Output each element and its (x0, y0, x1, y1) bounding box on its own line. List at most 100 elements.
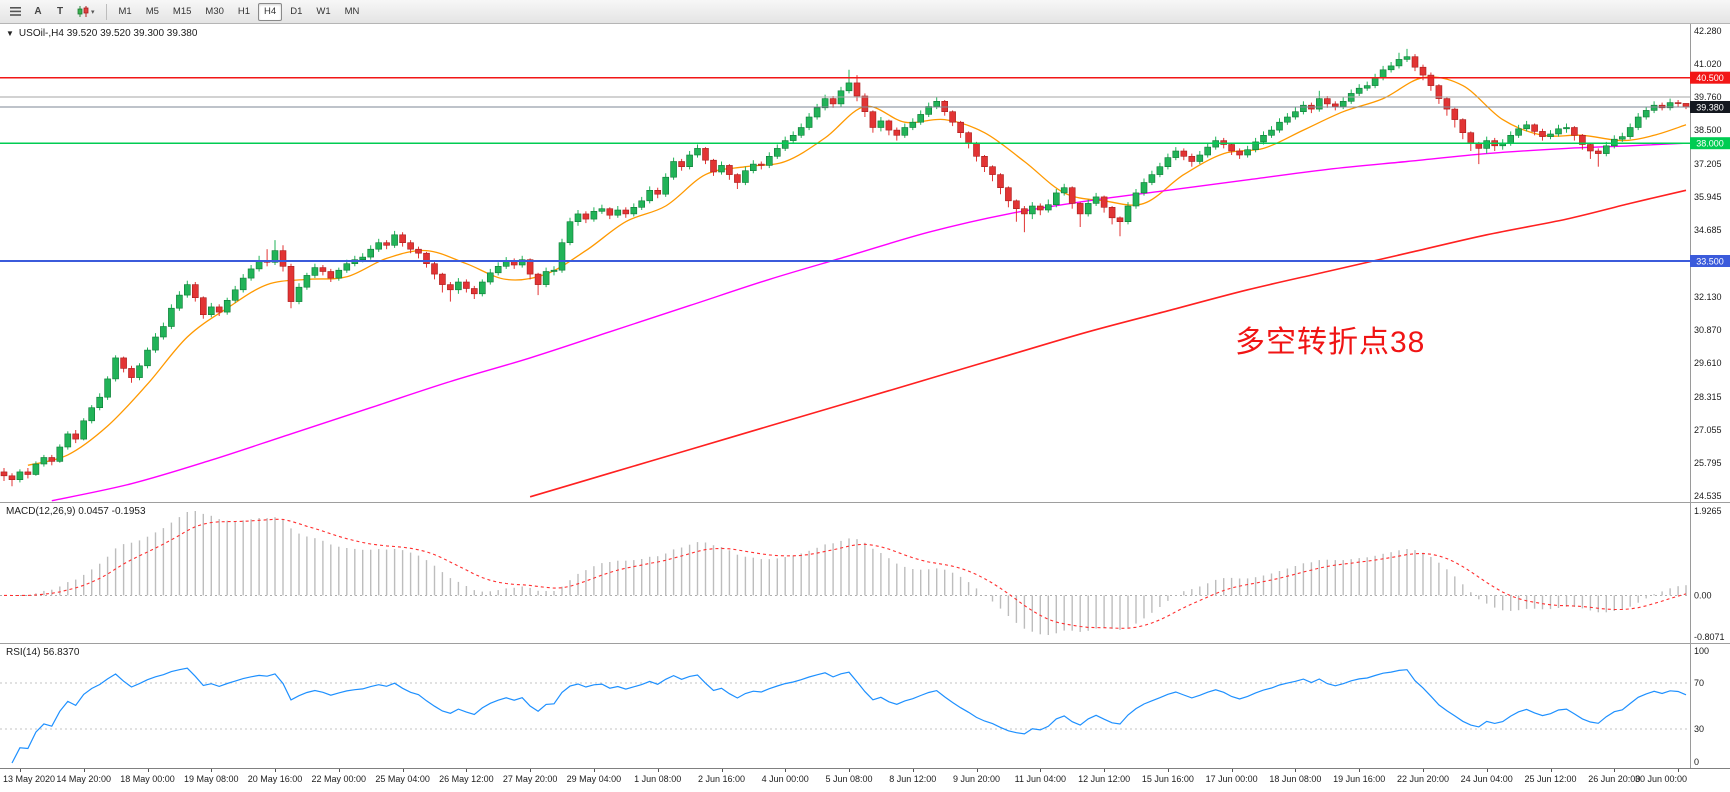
time-tick (1231, 769, 1233, 772)
svg-text:30.870: 30.870 (1694, 325, 1722, 335)
timeframe-button-M1[interactable]: M1 (113, 3, 138, 21)
svg-text:41.020: 41.020 (1694, 59, 1722, 69)
svg-text:39.760: 39.760 (1694, 92, 1722, 102)
svg-text:29.610: 29.610 (1694, 358, 1722, 368)
toolbar-separator (105, 3, 107, 20)
svg-text:30: 30 (1694, 724, 1704, 734)
time-label: 12 Jun 12:00 (1078, 774, 1131, 784)
time-tick (912, 769, 914, 772)
rsi-svg: 100 70 30 0 (0, 644, 1709, 768)
hamburger-icon (10, 7, 21, 16)
svg-text:37.205: 37.205 (1694, 159, 1722, 169)
fast-ma (27, 76, 1687, 466)
symbol-ohlc-label: ▼ USOil-,H4 39.520 39.520 39.300 39.380 (6, 28, 197, 39)
mid-ma (51, 142, 1687, 502)
svg-text:34.685: 34.685 (1694, 225, 1722, 235)
time-tick (466, 769, 468, 772)
svg-text:39.380: 39.380 (1696, 103, 1724, 113)
menu-icon[interactable] (5, 3, 26, 21)
price-chart-panel[interactable]: 42.280 41.020 39.760 38.500 37.205 35.945 34.6… (0, 24, 1730, 502)
chart-type-button[interactable]: ▾ (72, 3, 100, 21)
time-tick (1359, 769, 1361, 772)
svg-text:27.055: 27.055 (1694, 425, 1722, 435)
time-tick (83, 769, 85, 772)
text-tool-button[interactable]: T (50, 3, 70, 21)
current-price-badge (1690, 101, 1730, 113)
macd-axis-ticks: 1.9265 0.00 -0.8071 (1694, 506, 1725, 642)
macd-label: MACD(12,26,9) 0.0457 -0.1953 (6, 506, 146, 517)
time-label: 25 May 04:00 (375, 774, 430, 784)
timeframe-button-W1[interactable]: W1 (310, 3, 336, 21)
time-label: 5 Jun 08:00 (825, 774, 873, 784)
svg-text:0.00: 0.00 (1694, 590, 1712, 600)
time-tick (1614, 769, 1616, 772)
price-chart-svg: 42.280 41.020 39.760 38.500 37.205 35.945 34.6… (0, 24, 1730, 502)
time-tick (338, 769, 340, 772)
time-tick (1486, 769, 1488, 772)
rsi-line (11, 667, 1687, 764)
time-tick (593, 769, 595, 772)
chevron-down-icon: ▾ (91, 8, 95, 16)
rsi-panel[interactable]: 100 70 30 0 RSI(14) 56.8370 (0, 643, 1730, 768)
time-tick (402, 769, 404, 772)
time-tick (1167, 769, 1169, 772)
time-label: 4 Jun 00:00 (761, 774, 809, 784)
svg-text:1.9265: 1.9265 (1694, 506, 1722, 516)
macd-signal-line (3, 518, 1687, 629)
macd-svg: 1.9265 0.00 -0.8071 (0, 503, 1725, 643)
timeframe-button-M5[interactable]: M5 (140, 3, 165, 21)
svg-text:28.315: 28.315 (1694, 392, 1722, 402)
svg-text:-0.8071: -0.8071 (1694, 632, 1725, 642)
time-tick (530, 769, 532, 772)
time-label: 27 May 20:00 (502, 774, 558, 784)
svg-text:40.500: 40.500 (1696, 73, 1724, 83)
time-label: 8 Jun 12:00 (889, 774, 937, 784)
time-label: 11 Jun 04:00 (1014, 774, 1066, 784)
svg-text:32.130: 32.130 (1694, 292, 1722, 302)
time-label: 30 Jun 00:00 (1634, 774, 1687, 784)
time-label: 19 May 08:00 (184, 774, 239, 784)
time-label: 13 May 2020 (3, 774, 56, 784)
text-annotation-tool-button[interactable]: A (28, 3, 48, 21)
time-tick (657, 769, 659, 772)
svg-text:25.795: 25.795 (1694, 458, 1722, 468)
time-tick (721, 769, 723, 772)
time-label: 29 May 04:00 (566, 774, 622, 784)
rsi-axis-ticks: 100 70 30 0 (1694, 646, 1709, 767)
time-label: 17 Jun 00:00 (1205, 774, 1258, 784)
time-label: 22 Jun 20:00 (1396, 774, 1450, 784)
time-label: 1 Jun 08:00 (634, 774, 682, 784)
time-tick (275, 769, 276, 772)
time-label: 25 Jun 12:00 (1524, 774, 1577, 784)
horizontal-line-objects[interactable] (0, 77, 1690, 262)
price-axis-badges: 40.500 38.000 33.500 39.380 (1690, 71, 1730, 267)
time-label: 22 May 00:00 (311, 774, 367, 784)
svg-text:38.000: 38.000 (1696, 139, 1724, 149)
timeframe-button-MN[interactable]: MN (339, 3, 366, 21)
time-axis[interactable]: 13 May 2020 14 May 20:00 18 May 00:00 19 Ma… (0, 768, 1730, 792)
svg-text:38.500: 38.500 (1694, 125, 1722, 135)
chart-toolbar: A T ▾ M1 M5 M15 M30 H1 H4 D1 W1 MN (0, 0, 1730, 24)
macd-panel[interactable]: 1.9265 0.00 -0.8071 MACD(12,26,9) 0.0457 -… (0, 502, 1730, 643)
time-label: 9 Jun 20:00 (952, 774, 1001, 784)
collapse-arrow-icon[interactable]: ▼ (6, 29, 14, 38)
time-label: 24 Jun 04:00 (1460, 774, 1513, 784)
timeframe-button-D1[interactable]: D1 (284, 3, 308, 21)
svg-text:33.500: 33.500 (1696, 257, 1724, 267)
time-tick (976, 769, 978, 772)
timeframe-button-M30[interactable]: M30 (199, 3, 229, 21)
price-axis-ticks: 42.280 41.020 39.760 38.500 37.205 35.945 34.6… (1694, 26, 1722, 501)
timeframe-button-H4[interactable]: H4 (258, 2, 283, 21)
rsi-label: RSI(14) 56.8370 (6, 647, 80, 658)
time-label: 14 May 20:00 (56, 774, 111, 784)
svg-text:35.945: 35.945 (1694, 192, 1722, 202)
timeframe-button-M15[interactable]: M15 (167, 3, 197, 21)
candlestick-icon (77, 6, 89, 17)
time-label: 20 May 16:00 (247, 774, 303, 784)
time-tick (1678, 769, 1680, 772)
moving-average-lines (27, 76, 1687, 502)
timeframe-button-H1[interactable]: H1 (232, 3, 256, 21)
svg-text:70: 70 (1694, 678, 1704, 688)
time-label: 18 Jun 08:00 (1269, 774, 1322, 784)
